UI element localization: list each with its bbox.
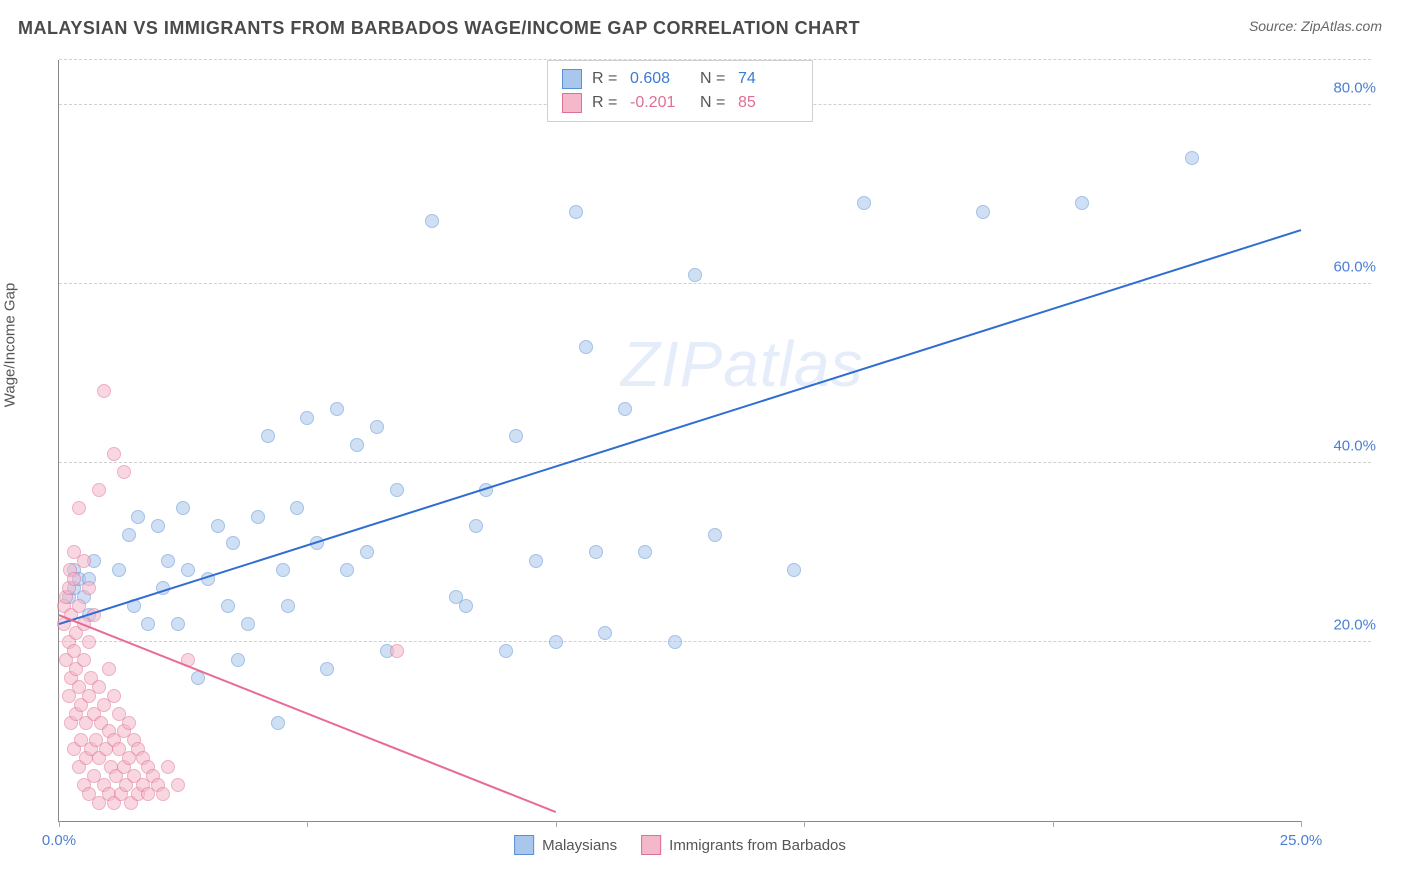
legend-item: Immigrants from Barbados bbox=[641, 835, 846, 855]
x-tick-label: 0.0% bbox=[42, 832, 76, 849]
x-tick-mark bbox=[1053, 821, 1054, 827]
x-tick-label: 25.0% bbox=[1280, 832, 1323, 849]
y-tick-label: 40.0% bbox=[1333, 437, 1376, 454]
stat-label-n: N = bbox=[700, 70, 728, 88]
legend-swatch bbox=[641, 835, 661, 855]
plot-area: ZIPatlas R =0.608N =74R =-0.201N =85 Mal… bbox=[58, 60, 1301, 822]
stat-label-n: N = bbox=[700, 94, 728, 112]
series-swatch bbox=[562, 69, 582, 89]
stats-legend-box: R = 0.608 N = 74 R = -0.201 N = 85 bbox=[547, 60, 813, 122]
stat-label-r: R = bbox=[592, 94, 620, 112]
x-tick-mark bbox=[1301, 821, 1302, 827]
stat-value-r: -0.201 bbox=[630, 94, 690, 112]
source-label: Source: ZipAtlas.com bbox=[1249, 18, 1382, 34]
y-axis-label: Wage/Income Gap bbox=[2, 283, 19, 408]
series-legend: Malaysians Immigrants from Barbados bbox=[514, 835, 846, 855]
x-tick-mark bbox=[59, 821, 60, 827]
y-tick-label: 80.0% bbox=[1333, 79, 1376, 96]
stat-label-r: R = bbox=[592, 70, 620, 88]
x-tick-mark bbox=[307, 821, 308, 827]
legend-swatch bbox=[514, 835, 534, 855]
stat-value-r: 0.608 bbox=[630, 70, 690, 88]
stats-row: R = 0.608 N = 74 bbox=[562, 67, 798, 91]
x-tick-mark bbox=[804, 821, 805, 827]
series-swatch bbox=[562, 93, 582, 113]
stats-row: R = -0.201 N = 85 bbox=[562, 91, 798, 115]
stat-value-n: 74 bbox=[738, 70, 798, 88]
stat-value-n: 85 bbox=[738, 94, 798, 112]
y-tick-label: 60.0% bbox=[1333, 258, 1376, 275]
chart-container: Wage/Income Gap ZIPatlas R =0.608N =74R … bbox=[18, 50, 1386, 872]
legend-label: Immigrants from Barbados bbox=[669, 837, 846, 854]
trend-line bbox=[59, 60, 1301, 821]
legend-label: Malaysians bbox=[542, 837, 617, 854]
legend-item: Malaysians bbox=[514, 835, 617, 855]
x-tick-mark bbox=[556, 821, 557, 827]
chart-title: MALAYSIAN VS IMMIGRANTS FROM BARBADOS WA… bbox=[18, 18, 860, 39]
y-tick-label: 20.0% bbox=[1333, 616, 1376, 633]
